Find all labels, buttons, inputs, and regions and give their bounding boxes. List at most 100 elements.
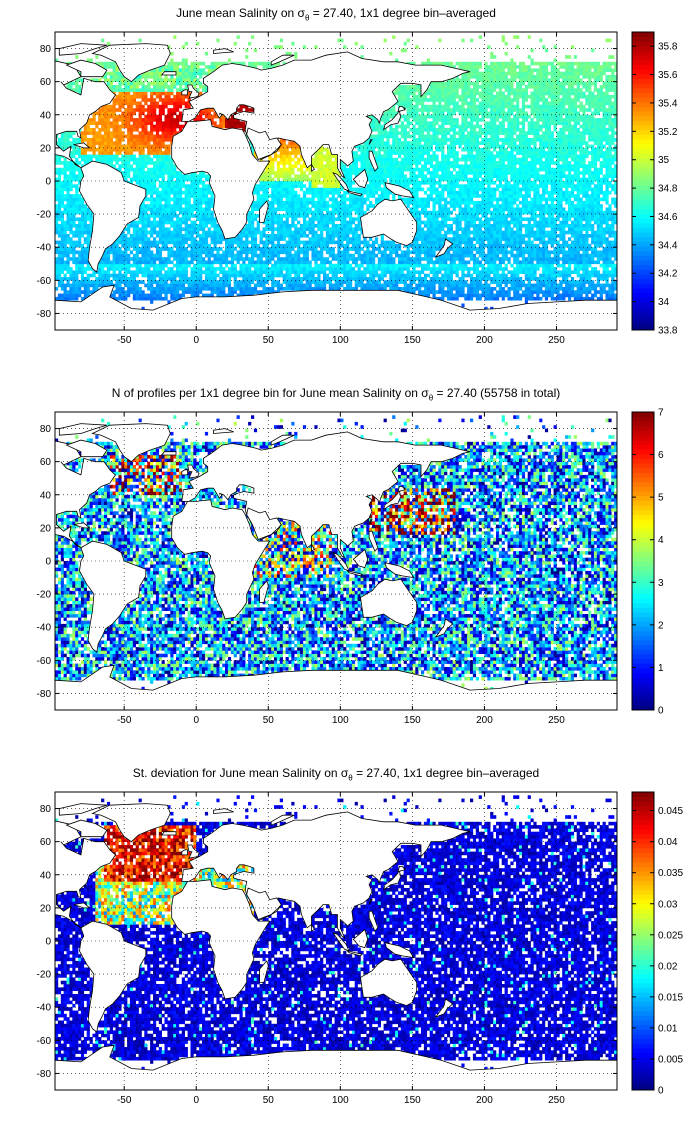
data-cell: [553, 190, 557, 195]
data-cell: [78, 237, 82, 241]
data-cell: [248, 230, 252, 235]
data-cell: [95, 283, 99, 288]
data-cell: [444, 217, 448, 222]
data-cell: [418, 200, 422, 205]
data-cell: [579, 190, 583, 195]
data-cell: [415, 197, 419, 202]
data-cell: [302, 267, 307, 271]
data-cell: [444, 224, 448, 228]
data-cell: [550, 290, 554, 294]
data-cell: [314, 234, 318, 238]
data-cell: [75, 207, 79, 212]
data-cell: [389, 270, 393, 275]
data-cell: [60, 267, 64, 271]
data-cell: [271, 280, 275, 284]
data-cell: [346, 267, 350, 271]
data-cell: [222, 280, 226, 284]
data-cell: [305, 277, 309, 281]
data-cell: [271, 234, 275, 238]
data-cell: [582, 270, 586, 275]
data-cell: [337, 190, 341, 195]
data-cell: [591, 194, 595, 198]
data-cell: [219, 253, 223, 258]
data-cell: [259, 247, 263, 251]
data-cell: [340, 217, 344, 222]
data-cell: [354, 237, 358, 241]
data-cell: [184, 224, 188, 228]
data-cell: [274, 187, 278, 192]
data-cell: [568, 224, 572, 228]
data-cell: [547, 234, 551, 238]
data-cell: [524, 260, 528, 265]
data-cell: [406, 200, 410, 205]
data-cell: [55, 210, 59, 215]
data-cell: [372, 253, 376, 258]
data-cell: [588, 227, 592, 232]
data-cell: [409, 257, 413, 261]
data-cell: [593, 290, 598, 294]
data-cell: [75, 250, 79, 255]
data-cell: [340, 257, 344, 261]
data-cell: [331, 250, 335, 255]
data-cell: [464, 243, 468, 248]
data-cell: [614, 287, 617, 291]
data-cell: [78, 250, 82, 255]
data-cell: [596, 260, 600, 265]
data-cell: [72, 207, 76, 212]
data-cell: [467, 253, 471, 258]
data-cell: [449, 253, 453, 258]
data-cell: [57, 187, 62, 192]
data-cell: [593, 200, 598, 205]
data-cell: [98, 283, 102, 288]
data-cell: [124, 273, 128, 278]
data-cell: [331, 253, 335, 258]
data-cell: [55, 273, 59, 278]
data-cell: [423, 267, 428, 271]
data-cell: [602, 217, 606, 222]
data-cell: [455, 287, 459, 291]
data-cell: [372, 194, 376, 198]
data-cell: [155, 267, 160, 271]
data-cell: [392, 240, 396, 245]
data-cell: [190, 267, 194, 271]
data-cell: [115, 290, 119, 294]
data-cell: [317, 194, 321, 198]
data-cell: [248, 220, 252, 225]
data-cell: [176, 214, 180, 218]
data-cell: [253, 243, 258, 248]
data-cell: [72, 257, 76, 261]
data-cell: [187, 224, 191, 228]
data-cell: [127, 287, 131, 291]
data-cell: [239, 263, 243, 268]
data-cell: [178, 230, 183, 235]
data-cell: [196, 293, 200, 298]
data-cell: [516, 263, 520, 268]
data-cell: [346, 273, 350, 278]
data-cell: [438, 283, 442, 288]
data-cell: [124, 234, 128, 238]
data-cell: [227, 287, 232, 291]
data-cell: [204, 243, 209, 248]
data-cell: [161, 287, 165, 291]
data-cell: [83, 210, 87, 215]
data-cell: [544, 287, 549, 291]
data-cell: [173, 204, 177, 208]
data-cell: [389, 280, 393, 284]
data-cell: [602, 247, 606, 251]
data-cell: [190, 187, 194, 192]
data-cell: [176, 190, 180, 195]
data-cell: [547, 293, 551, 298]
data-cell: [311, 184, 315, 188]
data-cell: [187, 187, 191, 192]
data-cell: [57, 257, 62, 261]
data-cell: [251, 217, 255, 222]
data-cell: [472, 227, 477, 232]
data-cell: [418, 277, 422, 281]
data-cell: [366, 250, 370, 255]
data-cell: [516, 270, 520, 275]
data-cell: [204, 250, 209, 255]
data-cell: [568, 270, 572, 275]
data-cell: [429, 210, 433, 215]
data-cell: [285, 230, 289, 235]
data-cell: [449, 204, 453, 208]
